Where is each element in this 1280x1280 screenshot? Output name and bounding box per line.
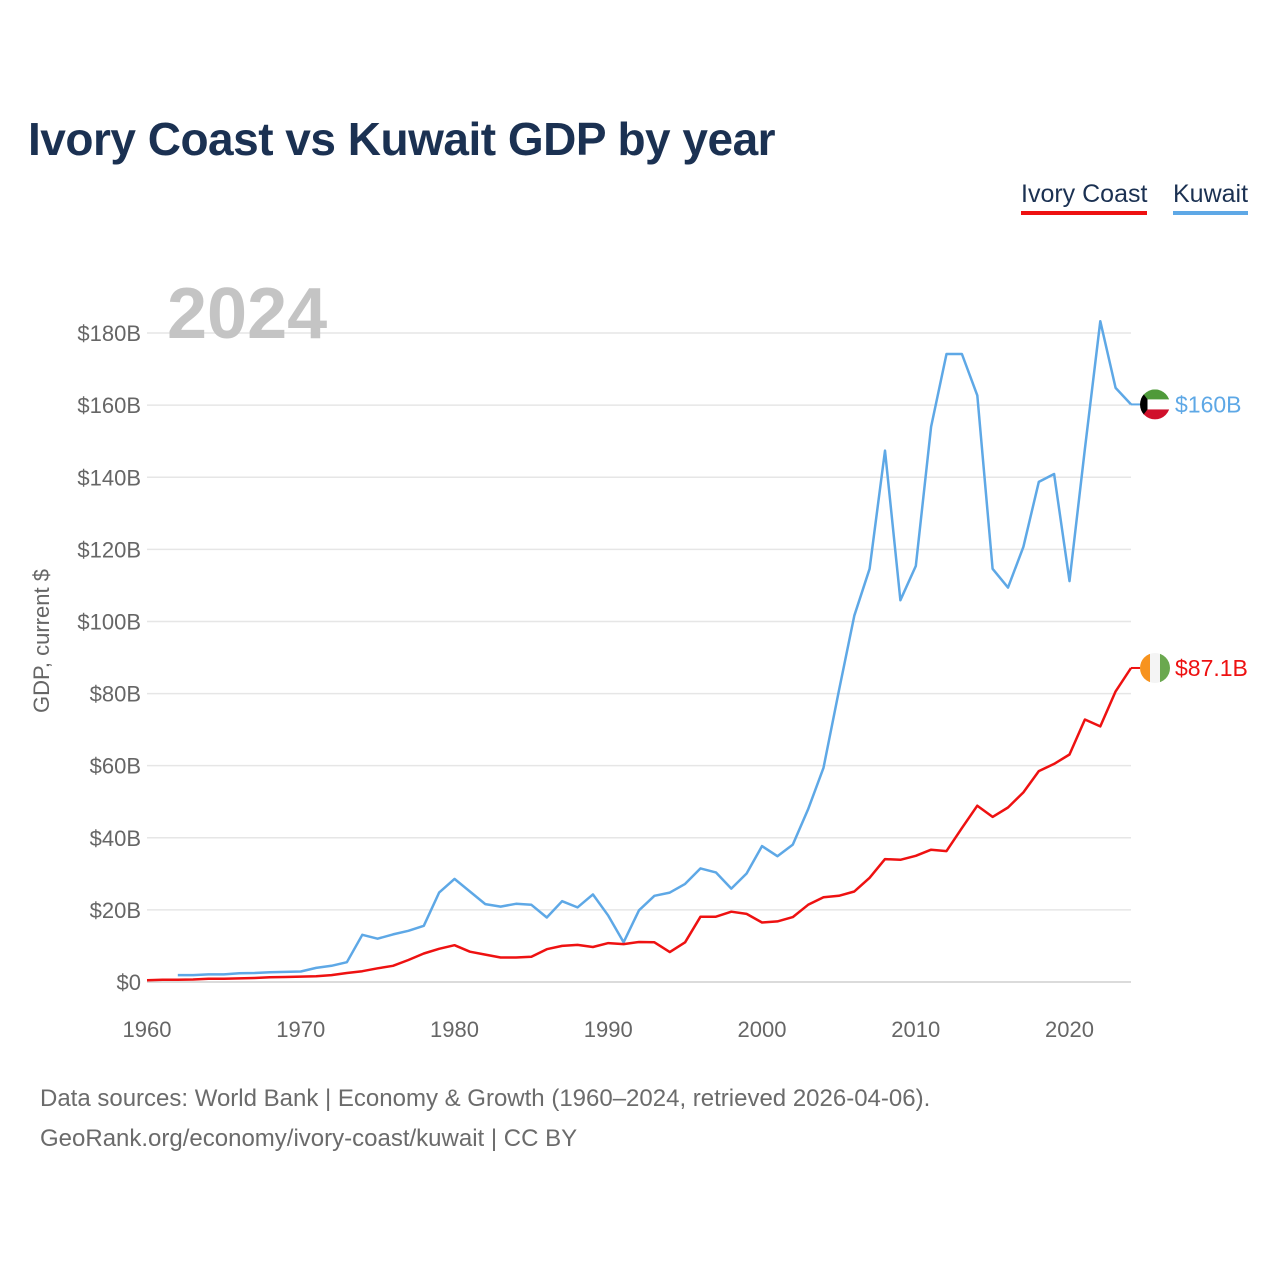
legend-label-kuwait: Kuwait xyxy=(1173,180,1249,208)
end-label-ivory-coast: $87.1B xyxy=(1175,655,1248,681)
y-tick-label: $180B xyxy=(77,321,141,346)
year-watermark: 2024 xyxy=(167,274,327,354)
legend-item-ivory-coast[interactable]: Ivory Coast xyxy=(1021,180,1148,215)
legend-swatch-kuwait xyxy=(1173,211,1249,215)
x-tick-label: 1960 xyxy=(123,1017,172,1042)
footer-credit: GeoRank.org/economy/ivory-coast/kuwait |… xyxy=(40,1125,578,1152)
y-axis-label: GDP, current $ xyxy=(29,569,54,713)
y-tick-label: $100B xyxy=(77,609,141,634)
y-tick-label: $60B xyxy=(90,754,141,779)
y-tick-label: $140B xyxy=(77,465,141,490)
x-tick-label: 1970 xyxy=(276,1017,325,1042)
x-tick-label: 1990 xyxy=(584,1017,633,1042)
x-tick-label: 2020 xyxy=(1045,1017,1094,1042)
x-tick-label: 2010 xyxy=(891,1017,940,1042)
legend-item-kuwait[interactable]: Kuwait xyxy=(1173,180,1249,215)
x-tick-label: 2000 xyxy=(738,1017,787,1042)
kuwait-flag-icon xyxy=(1140,389,1170,420)
footer-source: Data sources: World Bank | Economy & Gro… xyxy=(40,1085,931,1112)
y-tick-label: $160B xyxy=(77,393,141,418)
ivory-coast-flag-icon xyxy=(1140,652,1170,683)
x-tick-label: 1980 xyxy=(430,1017,479,1042)
y-tick-label: $120B xyxy=(77,537,141,562)
chart-title: Ivory Coast vs Kuwait GDP by year xyxy=(28,113,776,165)
gdp-line-chart: $0 $20B $40B $60B $80B $100B $120B $140B $160B $1… xyxy=(29,274,1248,1042)
legend-swatch-ivory-coast xyxy=(1021,211,1148,215)
series-line-kuwait xyxy=(177,319,1132,977)
legend-label-ivory-coast: Ivory Coast xyxy=(1021,180,1148,208)
y-tick-label: $0 xyxy=(117,970,141,995)
y-tick-label: $20B xyxy=(90,898,141,923)
y-tick-label: $40B xyxy=(90,826,141,851)
y-tick-label: $80B xyxy=(90,682,141,707)
end-label-kuwait: $160B xyxy=(1175,391,1242,417)
series-line-ivory-coast xyxy=(146,667,1133,982)
